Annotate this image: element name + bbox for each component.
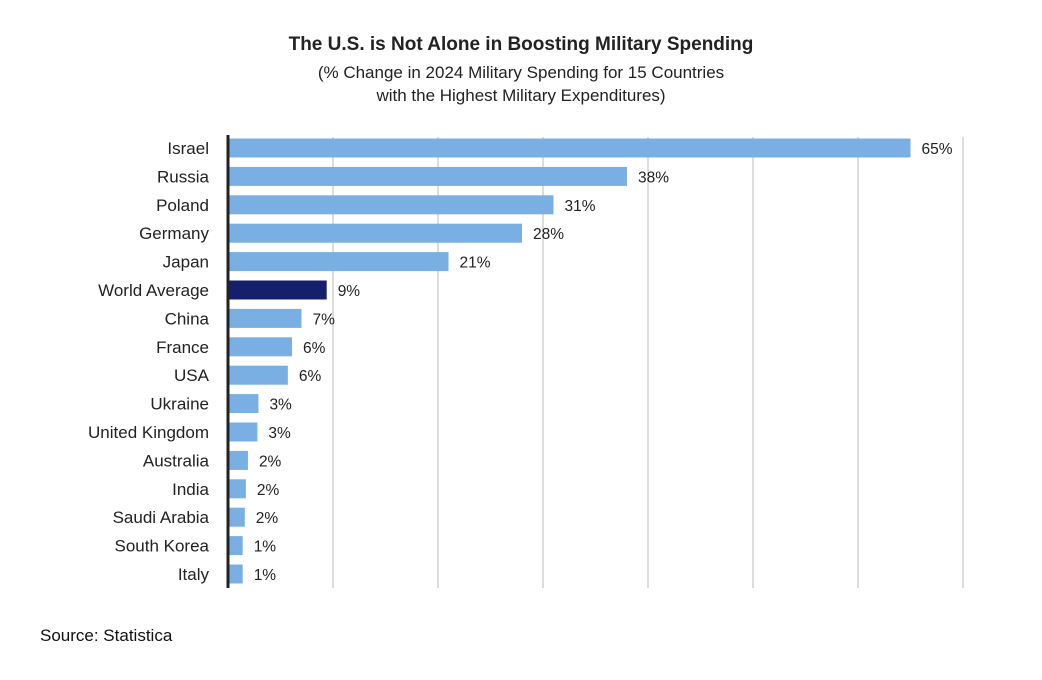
value-label-china: 7% [313,311,336,328]
chart-subtitle-line-1: (% Change in 2024 Military Spending for … [317,63,725,82]
category-label-japan: Japan [163,253,209,272]
value-label-saudi-arabia: 2% [256,510,279,527]
bar-india [228,479,246,499]
value-label-japan: 21% [460,255,491,272]
category-label-poland: Poland [156,196,209,215]
value-label-south-korea: 1% [254,539,277,556]
bar-germany [228,223,522,243]
bar-ukraine [228,394,259,414]
value-label-france: 6% [303,340,326,357]
category-label-israel: Israel [167,139,209,158]
category-label-italy: Italy [178,565,210,584]
bar-south-korea [228,536,243,556]
value-label-russia: 38% [638,169,669,186]
bar-israel [228,138,911,158]
category-label-south-korea: South Korea [114,537,209,556]
value-label-ukraine: 3% [269,397,292,414]
category-label-australia: Australia [143,451,210,470]
chart-subtitle-line-2: with the Highest Military Expenditures) [376,86,666,105]
category-label-world-average: World Average [98,281,209,300]
bar-poland [228,195,554,215]
category-label-saudi-arabia: Saudi Arabia [113,508,210,527]
value-label-israel: 65% [922,141,953,158]
bars [228,138,911,584]
bar-russia [228,166,627,186]
value-label-india: 2% [257,482,280,499]
value-label-australia: 2% [259,453,282,470]
value-labels: 65% 38% 31%28% 21% 9%7% 6% 6% 3% 3% 2% 2% 2% 1% 1% [254,141,953,584]
value-label-world-average: 9% [338,283,361,300]
bar-france [228,337,293,357]
category-label-ukraine: Ukraine [150,395,209,414]
bar-italy [228,564,243,584]
category-label-india: India [172,480,209,499]
chart-title: The U.S. is Not Alone in Boosting Milita… [288,34,754,55]
bar-usa [228,365,288,385]
category-labels: Israel Russia Poland Germany Japan World Aver… [88,139,210,584]
bar-saudi-arabia [228,507,245,527]
category-label-china: China [165,309,210,328]
category-label-france: France [156,338,209,357]
bar-japan [228,252,449,272]
value-label-italy: 1% [254,567,277,584]
bar-united-kingdom [228,422,258,442]
source-note: Source: Statistica [40,626,173,645]
category-label-germany: Germany [139,224,209,243]
category-label-usa: USA [174,366,210,385]
bar-china [228,308,302,328]
category-label-united-kingdom: United Kingdom [88,423,209,442]
value-label-poland: 31% [565,198,596,215]
value-label-united-kingdom: 3% [268,425,291,442]
value-label-usa: 6% [299,368,322,385]
bar-australia [228,450,248,470]
value-label-germany: 28% [533,226,564,243]
bar-world-average [228,280,327,300]
category-label-russia: Russia [157,167,210,186]
